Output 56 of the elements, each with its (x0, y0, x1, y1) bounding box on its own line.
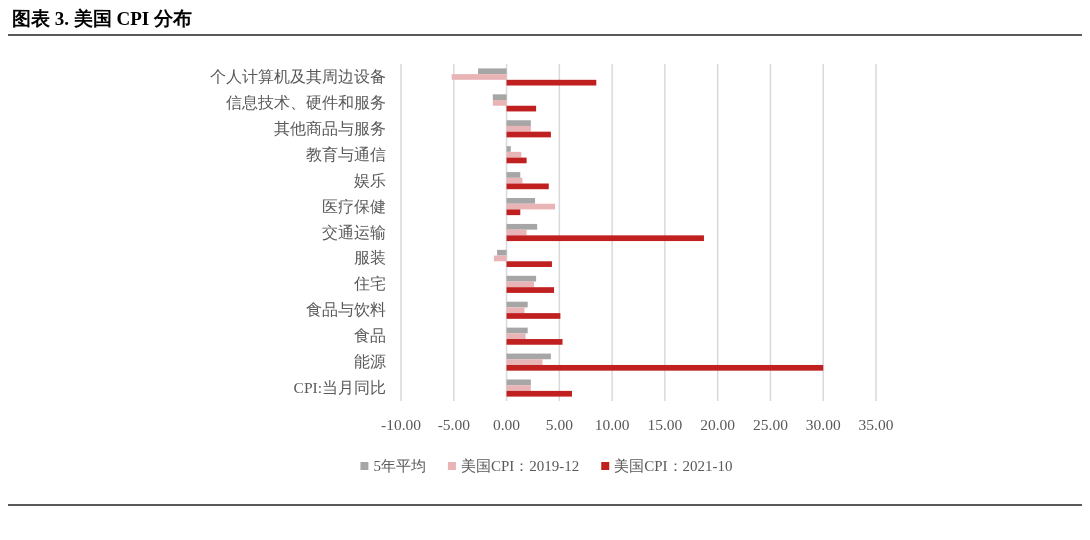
x-tick-label: 10.00 (594, 416, 630, 433)
legend-label: 5年平均 (373, 458, 426, 474)
x-tick-label: 15.00 (647, 416, 683, 433)
bar (506, 287, 555, 293)
bar (492, 100, 507, 106)
bar (497, 249, 507, 256)
y-tick-label: 食品 (354, 327, 386, 345)
y-tick-label: 服装 (354, 249, 386, 267)
x-tick-label: 0.00 (492, 416, 521, 433)
bar (506, 235, 704, 242)
y-tick-label: CPI:当月同比 (293, 379, 386, 397)
x-tick-label: -10.00 (380, 416, 422, 433)
x-tick-label: 30.00 (805, 416, 841, 433)
bar (506, 385, 531, 391)
bar (451, 74, 507, 80)
legend-label: 美国CPI：2021-10 (614, 458, 733, 474)
legend-label: 美国CPI：2019-12 (460, 458, 580, 474)
y-tick-label: 医疗保健 (322, 197, 386, 215)
y-tick-label: 食品与饮料 (306, 301, 386, 319)
bar (506, 172, 521, 178)
bar (506, 209, 521, 216)
bar (506, 261, 552, 267)
bar (506, 125, 531, 132)
y-tick-label: 娱乐 (354, 171, 386, 189)
y-tick-label: 住宅 (353, 275, 386, 293)
y-tick-label: 个人计算机及其周边设备 (210, 67, 386, 85)
bar (506, 146, 511, 152)
bar (506, 359, 543, 365)
bar (492, 94, 507, 101)
bar (506, 151, 522, 158)
bar (506, 120, 531, 126)
x-tick-label: 25.00 (753, 416, 789, 433)
bar (493, 255, 507, 262)
bar (506, 198, 536, 204)
bar (506, 79, 597, 86)
y-tick-label: 能源 (354, 353, 386, 371)
x-tick-label: 20.00 (700, 416, 736, 433)
bar (506, 281, 534, 288)
bar (506, 307, 525, 314)
bar (506, 333, 526, 340)
bar (478, 68, 507, 75)
bar (506, 364, 824, 371)
bar (506, 379, 531, 386)
bar (506, 223, 538, 230)
bar (506, 177, 523, 184)
text: 图表 3. 美国 CPI 分布 (12, 8, 192, 29)
x-tick-label: -5.00 (437, 416, 471, 433)
bar (506, 339, 563, 345)
x-tick-label: 35.00 (858, 416, 894, 433)
y-tick-label: 教育与通信 (306, 145, 386, 163)
x-tick-label: 5.00 (545, 416, 574, 433)
bar (506, 313, 561, 319)
y-tick-label: 信息技术、硬件和服务 (226, 93, 386, 111)
y-tick-label: 其他商品与服务 (274, 119, 386, 137)
y-tick-label: 交通运输 (322, 223, 386, 241)
bar (506, 390, 572, 397)
